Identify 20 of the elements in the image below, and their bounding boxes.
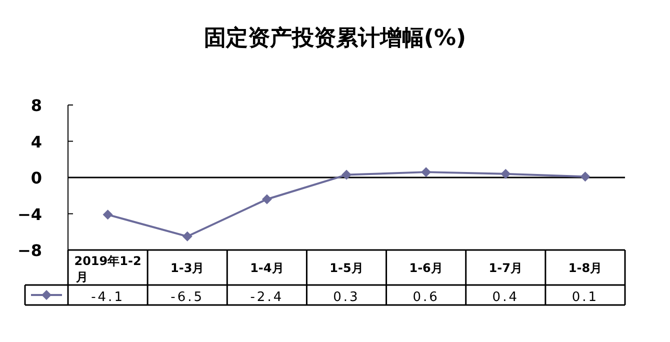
y-tick-label: −8 [17, 241, 42, 260]
y-tick-label: −4 [17, 204, 42, 224]
y-tick-label: 8 [30, 96, 42, 115]
x-tick-label: 1-7月 [488, 261, 522, 275]
data-label: -4.1 [91, 290, 124, 305]
data-label: 0.3 [333, 290, 360, 305]
x-tick-label: 1-5月 [330, 261, 364, 275]
chart-title: 固定资产投资累计增幅(%) [204, 25, 466, 51]
x-tick-label: 2019年1-2月 [74, 254, 142, 284]
x-tick-label: 1-6月 [409, 261, 443, 275]
data-label: 0.1 [572, 290, 599, 305]
x-tick-label: 1-3月 [170, 261, 204, 275]
data-label: 0.4 [492, 290, 519, 305]
data-label: 0.6 [412, 290, 440, 305]
data-label: -2.4 [250, 290, 284, 305]
y-tick-label: 0 [30, 168, 42, 188]
data-label: -6.5 [170, 290, 204, 305]
y-tick-label: 4 [30, 132, 42, 152]
x-tick-label: 1-4月 [250, 261, 284, 275]
x-tick-label: 1-8月 [568, 261, 602, 275]
